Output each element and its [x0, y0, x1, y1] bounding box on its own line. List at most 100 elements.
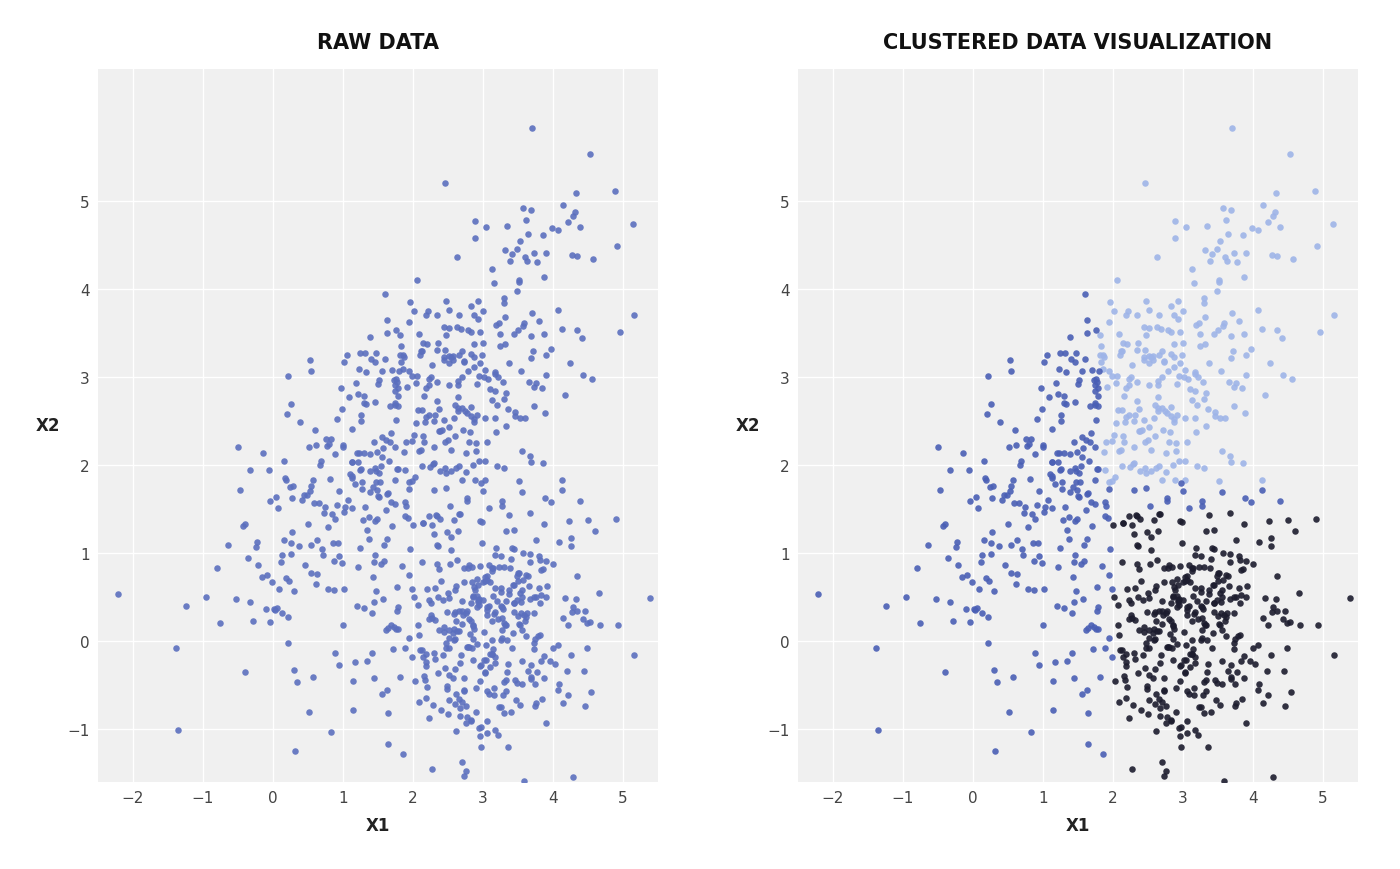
Point: [413, 415, 435, 429]
Point: [1162, 632, 1184, 646]
Point: [372, 538, 395, 552]
Point: [458, 436, 480, 450]
Point: [974, 473, 997, 487]
Point: [1176, 714, 1198, 728]
Point: [434, 176, 456, 190]
Point: [1175, 364, 1197, 378]
Point: [277, 610, 300, 624]
Point: [1158, 612, 1180, 626]
Point: [977, 574, 1000, 588]
Point: [466, 573, 489, 587]
Point: [622, 218, 644, 232]
Point: [1208, 567, 1231, 580]
Point: [973, 534, 995, 547]
Point: [906, 562, 928, 576]
Point: [1032, 618, 1054, 632]
Point: [1004, 439, 1026, 453]
Point: [578, 615, 601, 629]
Point: [1261, 770, 1284, 784]
Point: [1134, 435, 1156, 449]
Point: [468, 592, 490, 606]
Point: [340, 469, 363, 483]
Point: [241, 614, 263, 628]
Point: [1201, 541, 1224, 555]
Point: [1208, 274, 1231, 288]
Point: [1099, 295, 1121, 309]
Point: [454, 355, 476, 368]
Point: [431, 424, 454, 438]
Point: [1187, 316, 1210, 330]
Point: [1114, 660, 1137, 673]
Point: [1182, 561, 1204, 575]
Point: [412, 430, 434, 444]
Point: [384, 474, 406, 488]
Point: [437, 525, 459, 539]
Point: [1162, 590, 1184, 604]
Point: [364, 461, 386, 475]
Point: [1166, 590, 1189, 604]
Point: [1163, 215, 1186, 229]
Point: [382, 642, 405, 656]
Point: [455, 465, 477, 479]
Point: [1179, 647, 1201, 661]
Point: [381, 520, 403, 534]
Point: [1107, 328, 1130, 342]
Point: [252, 447, 274, 461]
Point: [623, 648, 645, 662]
Point: [426, 557, 448, 571]
Point: [413, 669, 435, 683]
Point: [382, 620, 405, 634]
Point: [475, 653, 497, 667]
Point: [330, 556, 353, 570]
Point: [507, 676, 529, 690]
Point: [319, 726, 342, 740]
Point: [606, 619, 629, 633]
Point: [1054, 398, 1077, 412]
Point: [511, 546, 533, 560]
Point: [1229, 596, 1252, 610]
Point: [1281, 373, 1303, 387]
Point: [1166, 295, 1189, 308]
Point: [1194, 337, 1217, 351]
Point: [1142, 513, 1165, 527]
Point: [363, 671, 385, 685]
Point: [1211, 677, 1233, 691]
Point: [1214, 614, 1236, 628]
Point: [1084, 374, 1106, 388]
Point: [445, 614, 468, 628]
Point: [483, 607, 505, 621]
Point: [722, 177, 745, 191]
Point: [438, 356, 461, 370]
Point: [497, 402, 519, 416]
Point: [487, 561, 510, 574]
Point: [448, 507, 470, 521]
Point: [1063, 671, 1085, 685]
Point: [251, 570, 273, 584]
Point: [332, 439, 354, 453]
Point: [1135, 295, 1158, 308]
Point: [1148, 625, 1170, 639]
Point: [371, 687, 393, 701]
Point: [498, 255, 521, 269]
Point: [353, 389, 375, 403]
Point: [426, 376, 448, 390]
Point: [337, 391, 360, 405]
Point: [462, 458, 484, 472]
Point: [350, 408, 372, 422]
Point: [1088, 364, 1110, 378]
Point: [515, 569, 538, 583]
Point: [1235, 554, 1257, 568]
Point: [1086, 382, 1109, 396]
Point: [1050, 408, 1072, 422]
Point: [392, 350, 414, 364]
Point: [1044, 655, 1067, 669]
Point: [451, 474, 473, 488]
Point: [1085, 414, 1107, 428]
Point: [1221, 307, 1243, 321]
Point: [1224, 678, 1246, 692]
Point: [424, 508, 447, 522]
Point: [1175, 667, 1197, 680]
Point: [480, 562, 503, 576]
Point: [386, 463, 409, 477]
Point: [1203, 328, 1225, 342]
